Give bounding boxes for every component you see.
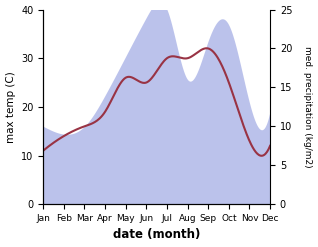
Y-axis label: med. precipitation (kg/m2): med. precipitation (kg/m2) xyxy=(303,46,313,168)
X-axis label: date (month): date (month) xyxy=(113,228,200,242)
Y-axis label: max temp (C): max temp (C) xyxy=(5,71,16,143)
